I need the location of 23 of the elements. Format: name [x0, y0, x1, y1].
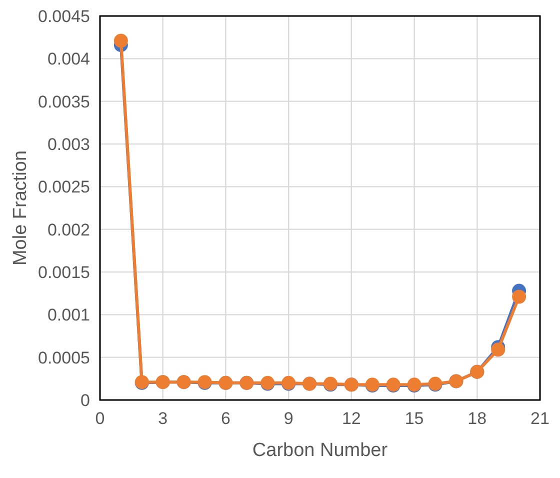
y-tick-label: 0.0035 [38, 92, 90, 112]
y-tick-label: 0.003 [47, 135, 90, 154]
y-tick-label: 0.0025 [38, 178, 90, 197]
x-tick-label: 12 [342, 409, 361, 428]
x-tick-label: 21 [530, 409, 550, 428]
point [512, 290, 526, 304]
x-tick-label: 0 [95, 409, 105, 428]
x-tick-label: 6 [220, 409, 230, 428]
point [114, 34, 128, 48]
y-tick-label: 0.0045 [38, 7, 90, 26]
y-tick-label: 0.0015 [38, 263, 90, 282]
x-tick-label: 15 [404, 409, 424, 428]
y-tick-label: 0.0005 [38, 348, 90, 368]
y-tick-label: 0.002 [47, 220, 90, 240]
y-tick-label: 0.001 [47, 306, 90, 325]
x-tick-label: 9 [284, 409, 294, 428]
point [491, 342, 506, 357]
x-axis-title: Carbon Number [252, 440, 388, 461]
y-axis-title: Mole Fraction [10, 150, 31, 266]
y-tick-label: 0 [80, 391, 90, 410]
x-tick-label: 3 [158, 409, 168, 428]
x-tick-label: 18 [468, 409, 487, 428]
y-tick-label: 0.004 [47, 50, 90, 69]
